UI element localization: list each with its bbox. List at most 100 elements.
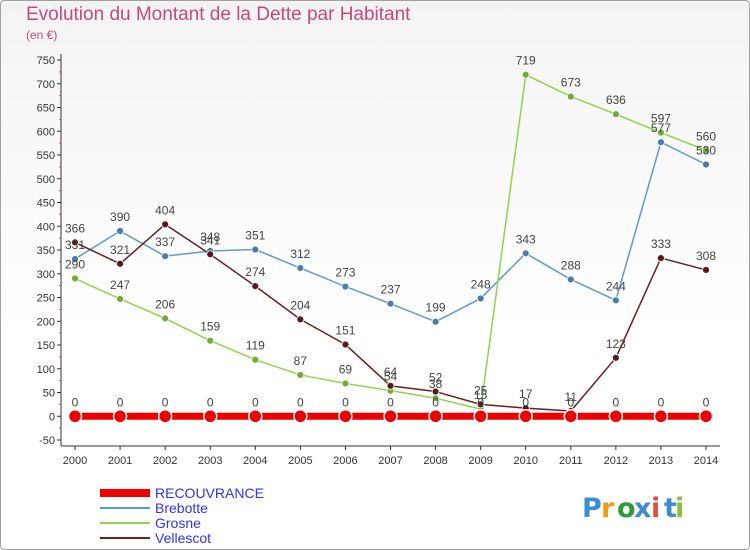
data-label-grosne: 673 <box>561 76 581 90</box>
y-tick-label: 50 <box>43 388 55 400</box>
data-label-vellescot: 404 <box>155 203 175 217</box>
data-point-grosne <box>341 379 350 388</box>
data-label-recouvrance: 0 <box>522 395 529 409</box>
data-point-grosne <box>657 128 665 137</box>
data-label-brebotte: 331 <box>65 238 85 252</box>
data-point-brebotte <box>611 296 620 305</box>
data-point-recouvrance <box>112 409 128 424</box>
data-point-grosne <box>116 295 124 303</box>
data-label-brebotte: 337 <box>155 235 175 249</box>
x-tick-label: 2008 <box>423 455 447 467</box>
data-point-recouvrance <box>248 409 263 424</box>
data-point-grosne <box>521 70 530 79</box>
data-label-grosne: 636 <box>606 93 626 107</box>
x-tick-label: 2002 <box>153 455 177 467</box>
y-tick-label: 0 <box>49 411 55 423</box>
data-label-vellescot: 25 <box>474 383 488 397</box>
y-tick-label: 750 <box>37 55 55 67</box>
data-label-brebotte: 237 <box>380 283 400 297</box>
x-tick-label: 2012 <box>604 455 628 467</box>
data-point-recouvrance <box>383 409 398 424</box>
logo-letter: x <box>634 493 651 524</box>
data-label-recouvrance: 0 <box>162 395 169 409</box>
data-label-grosne: 159 <box>200 320 220 334</box>
data-label-grosne: 247 <box>110 278 130 292</box>
y-tick-label: 550 <box>37 150 55 162</box>
data-point-recouvrance <box>338 409 353 424</box>
data-label-grosne: 54 <box>384 370 398 384</box>
data-label-vellescot: 123 <box>606 337 626 351</box>
y-tick-label: 150 <box>37 340 55 352</box>
y-tick-label: 400 <box>37 221 55 233</box>
y-tick-label: 300 <box>37 269 55 281</box>
x-tick-label: 2011 <box>559 455 583 467</box>
x-tick-label: 2001 <box>108 455 132 467</box>
data-point-recouvrance <box>563 409 579 424</box>
logo-letter: i <box>651 493 660 524</box>
data-label-brebotte: 244 <box>606 279 626 293</box>
logo-letter: P <box>582 493 602 524</box>
data-label-grosne: 119 <box>246 339 265 353</box>
data-point-brebotte <box>566 275 575 284</box>
data-label-brebotte: 312 <box>290 247 310 261</box>
x-tick-label: 2007 <box>378 455 402 467</box>
x-tick-label: 2004 <box>243 455 267 467</box>
data-label-brebotte: 351 <box>245 229 265 243</box>
data-point-grosne <box>206 336 215 345</box>
data-label-recouvrance: 0 <box>297 395 304 409</box>
data-point-vellescot <box>161 220 170 229</box>
data-point-vellescot <box>611 353 620 362</box>
legend-label-recouvrance: RECOUVRANCE <box>155 485 264 501</box>
data-point-grosne <box>296 371 305 379</box>
data-point-grosne <box>161 314 170 323</box>
data-point-brebotte <box>521 249 530 258</box>
y-tick-label: 700 <box>37 79 55 91</box>
data-label-recouvrance: 0 <box>567 395 574 409</box>
chart-unit: (en €) <box>26 28 58 42</box>
data-point-grosne <box>702 146 710 155</box>
data-point-grosne <box>566 92 575 101</box>
y-tick-label: 250 <box>37 293 55 305</box>
legend-label-grosne: Grosne <box>155 515 201 531</box>
data-point-recouvrance <box>428 409 443 424</box>
y-tick-label: 350 <box>37 245 55 257</box>
data-point-brebotte <box>431 317 440 326</box>
data-point-vellescot <box>116 259 124 268</box>
data-label-vellescot: 151 <box>335 324 355 338</box>
data-point-vellescot <box>341 340 350 349</box>
data-label-vellescot: 366 <box>65 221 85 235</box>
data-point-vellescot <box>206 250 215 259</box>
data-label-recouvrance: 0 <box>72 395 79 409</box>
y-tick-label: 650 <box>37 103 55 115</box>
data-label-vellescot: 17 <box>519 387 533 401</box>
x-tick-label: 2006 <box>333 455 357 467</box>
data-point-vellescot <box>657 254 665 262</box>
data-point-vellescot <box>296 315 305 324</box>
data-point-grosne <box>71 274 79 283</box>
x-tick-label: 2009 <box>468 455 492 467</box>
data-labels-layer: 0 0 0 0 0 0 0 0 0 0 0 0 0 0 0 331 390 337 348 351 312 273 237 1… <box>65 54 716 410</box>
data-label-recouvrance: 0 <box>658 395 665 409</box>
data-label-recouvrance: 0 <box>387 395 394 409</box>
data-point-brebotte <box>702 160 710 169</box>
y-tick-label: 100 <box>37 364 55 376</box>
x-tick-label: 2013 <box>649 455 673 467</box>
data-label-brebotte: 577 <box>651 121 671 135</box>
data-label-vellescot: 52 <box>429 371 443 385</box>
data-label-recouvrance: 0 <box>342 395 349 409</box>
data-label-vellescot: 274 <box>245 265 265 279</box>
chart-title: Evolution du Montant de la Dette par Hab… <box>26 4 411 25</box>
data-point-vellescot <box>386 381 395 390</box>
data-label-recouvrance: 0 <box>117 395 124 409</box>
data-label-vellescot: 321 <box>110 243 130 257</box>
axes: -500501001502002503003504004505005506006… <box>37 54 720 467</box>
logo-letter: i <box>675 493 684 524</box>
data-label-grosne: 69 <box>339 362 353 376</box>
data-point-recouvrance <box>698 409 714 424</box>
data-point-brebotte <box>657 138 665 147</box>
y-tick-label: 600 <box>37 126 55 138</box>
